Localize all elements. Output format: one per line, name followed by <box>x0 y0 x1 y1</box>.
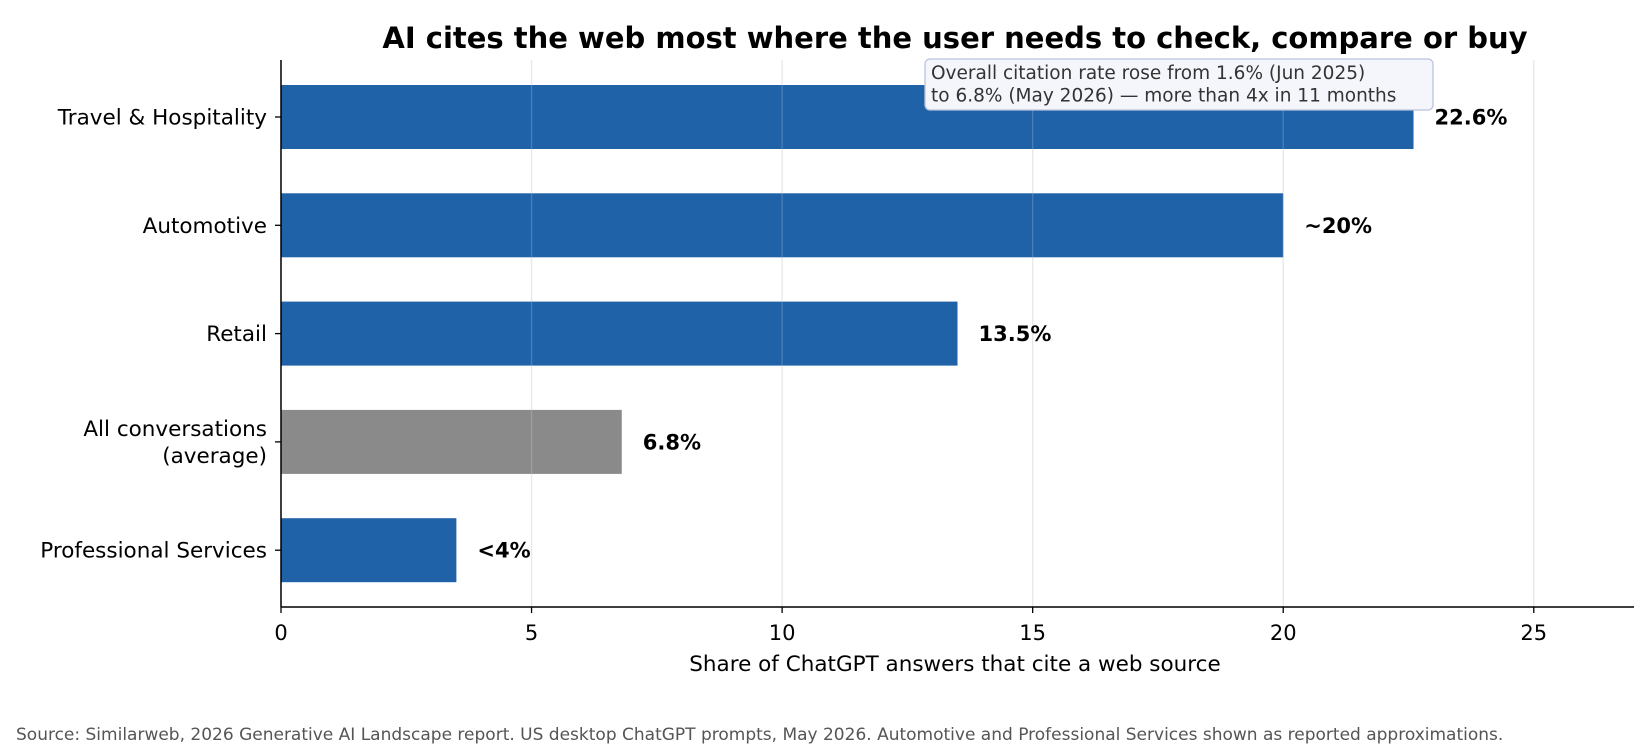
annotation-text: Overall citation rate rose from 1.6% (Ju… <box>931 63 1396 107</box>
x-tick-label: 10 <box>769 621 796 645</box>
value-label: 22.6% <box>1435 106 1508 130</box>
x-tick-label: 25 <box>1520 621 1547 645</box>
labels: Travel & Hospitality 22.6% Automotive ~20% R… <box>40 106 1507 564</box>
bar <box>281 518 457 583</box>
x-tick-label: 15 <box>1019 621 1046 645</box>
bar <box>281 409 622 474</box>
annotation-box: Overall citation rate rose from 1.6% (Ju… <box>924 58 1434 111</box>
chart-title: AI cites the web most where the user nee… <box>382 21 1527 55</box>
bar <box>281 301 958 366</box>
x-tick-label: 5 <box>525 621 538 645</box>
axes: 0 5 10 15 20 25 <box>274 60 1634 645</box>
category-label: Automotive <box>143 214 267 239</box>
value-label: 6.8% <box>643 430 701 454</box>
bars <box>281 60 1535 607</box>
source-note: Source: Similarweb, 2026 Generative AI L… <box>16 725 1504 745</box>
category-label: Travel & Hospitality <box>57 106 267 131</box>
x-tick-label: 20 <box>1270 621 1297 645</box>
annotation-frame <box>924 58 1434 111</box>
value-label: 13.5% <box>979 322 1052 346</box>
value-label: ~20% <box>1304 214 1372 238</box>
bar-chart: 0 5 10 15 20 25 Travel & Hospitality 22.6% Auto… <box>40 21 1634 677</box>
bar <box>281 193 1284 258</box>
category-label: All conversations (average) <box>83 417 267 469</box>
x-tick-label: 0 <box>274 621 287 645</box>
category-label: Retail <box>206 322 267 347</box>
x-axis-label: Share of ChatGPT answers that cite a web… <box>689 652 1220 677</box>
category-label: Professional Services <box>40 539 267 564</box>
value-label: <4% <box>477 539 530 563</box>
